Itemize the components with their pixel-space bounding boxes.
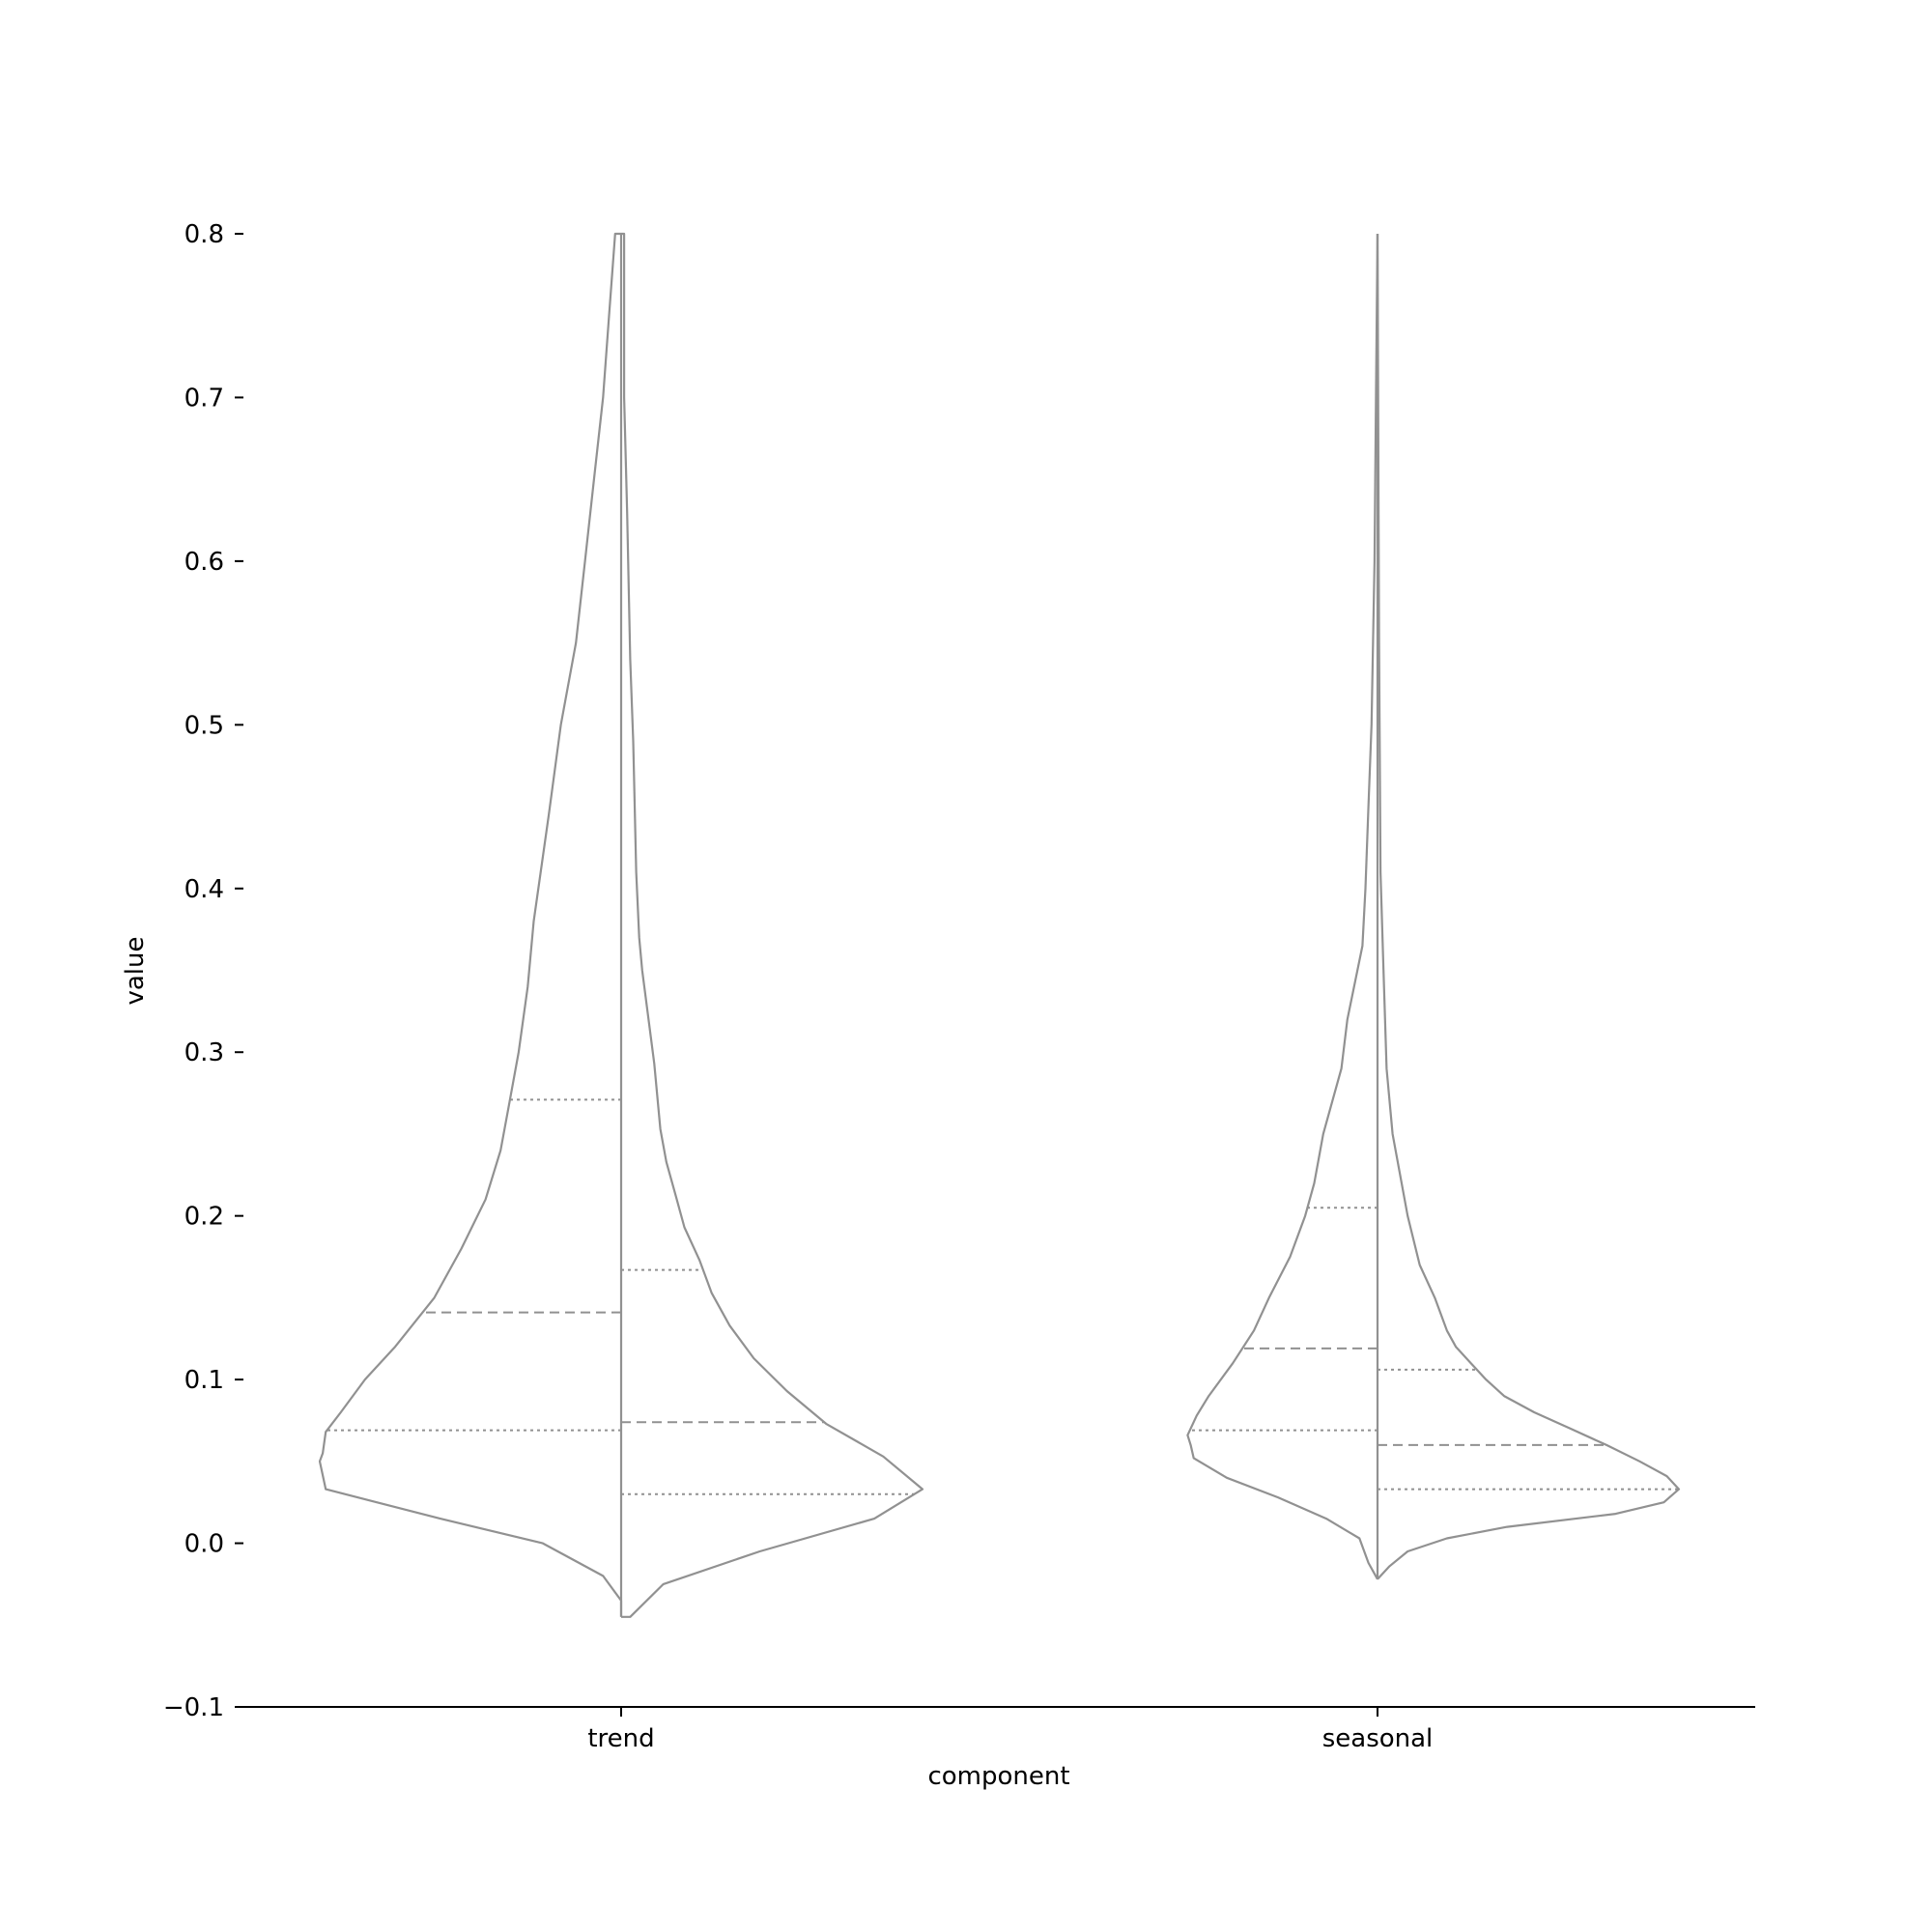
violins-layer [318,232,1681,1618]
y-tick-label: 0.7 [185,384,224,412]
y-tick-label: 0.1 [185,1366,224,1395]
violin-trend-left-half [318,232,623,1617]
y-axis: −0.1 0.0 0.1 0.2 0.3 0.4 0.5 0.6 0.7 0.8 [163,220,243,1722]
x-tick-label-seasonal: seasonal [1322,1724,1434,1753]
y-tick-label: 0.4 [185,875,224,904]
y-axis-label: value [121,936,150,1005]
violin-seasonal [1186,233,1681,1580]
x-axis: trend seasonal [587,1707,1433,1753]
violin-trend [318,232,924,1618]
violin-seasonal-right-half [1376,233,1681,1580]
x-tick-label-trend: trend [587,1724,654,1753]
y-tick-label: 0.2 [185,1203,224,1232]
y-tick-label: 0.5 [185,711,224,740]
violin-trend-right-half [621,232,924,1618]
y-tick-label: 0.8 [185,220,224,249]
y-tick-label: 0.0 [185,1530,224,1559]
x-axis-label: component [927,1762,1069,1791]
y-tick-label: 0.6 [185,548,224,577]
violin-seasonal-left-half [1186,233,1379,1580]
y-tick-label: 0.3 [185,1038,224,1067]
y-tick-label: −0.1 [163,1693,224,1722]
